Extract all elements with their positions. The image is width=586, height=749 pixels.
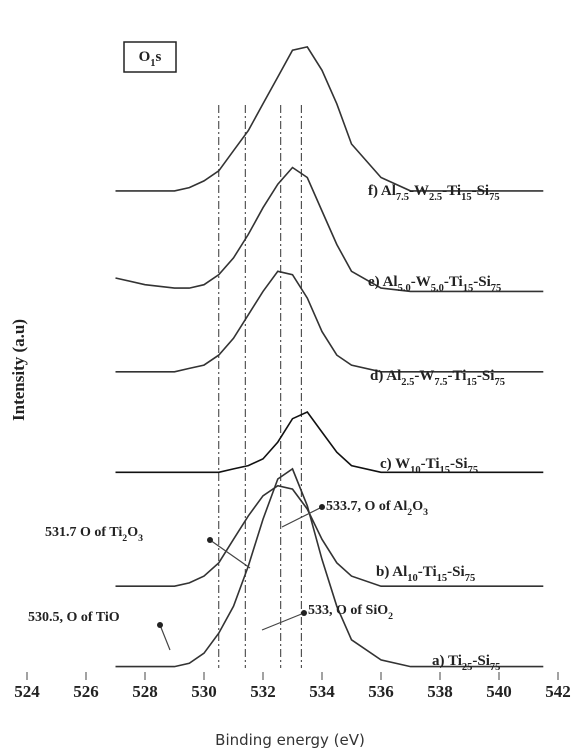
spectrum-line <box>115 467 544 668</box>
annotation-dot <box>157 622 163 628</box>
series-label: d) Al2.5-W7.5-Ti15-Si75 <box>370 368 505 387</box>
x-tick-label: 538 <box>427 682 453 701</box>
y-axis-title: Intensity (a.u) <box>9 319 28 421</box>
series-label: a) Ti25-Si75 <box>432 653 500 672</box>
spectrum-line <box>115 411 544 474</box>
annotation-arrow <box>209 539 251 569</box>
series-label: c) W10-Ti15-Si75 <box>380 456 478 475</box>
annotation: 533, O of SiO2 <box>308 603 393 622</box>
x-tick-label: 542 <box>545 682 571 701</box>
x-tick-label: 528 <box>132 682 158 701</box>
x-tick-label: 526 <box>73 682 99 701</box>
series-label: b) Al10-Ti15-Si75 <box>376 564 475 583</box>
x-tick-label: 540 <box>486 682 512 701</box>
annotation-dot <box>319 504 325 510</box>
x-tick-label: 536 <box>368 682 394 701</box>
x-tick-label: 532 <box>250 682 276 701</box>
annotation-arrow <box>261 612 305 631</box>
annotation-dot <box>301 610 307 616</box>
annotation: 533.7, O of Al2O3 <box>326 499 428 518</box>
spectrum-line <box>115 270 544 373</box>
spectrum-line <box>115 166 544 293</box>
title-box <box>123 41 177 73</box>
series-label: f) Al7.5-W2.5-Ti15-Si75 <box>368 183 500 202</box>
x-tick-label: 534 <box>309 682 335 701</box>
annotation-dot <box>207 537 213 543</box>
annotation-arrow <box>159 624 171 651</box>
x-axis-title: Binding energy (eV) <box>215 731 365 749</box>
spectrum-line <box>115 484 544 587</box>
annotation: 531.7 O of Ti2O3 <box>45 525 143 544</box>
spectrum-line <box>115 45 544 192</box>
annotation-arrow <box>281 506 323 528</box>
chart-title: O1s <box>139 49 162 68</box>
annotation: 530.5, O of TiO <box>28 610 120 625</box>
x-tick-label: 524 <box>14 682 40 701</box>
x-tick-label: 530 <box>191 682 217 701</box>
series-label: e) Al5.0-W5.0-Ti15-Si75 <box>368 274 501 293</box>
